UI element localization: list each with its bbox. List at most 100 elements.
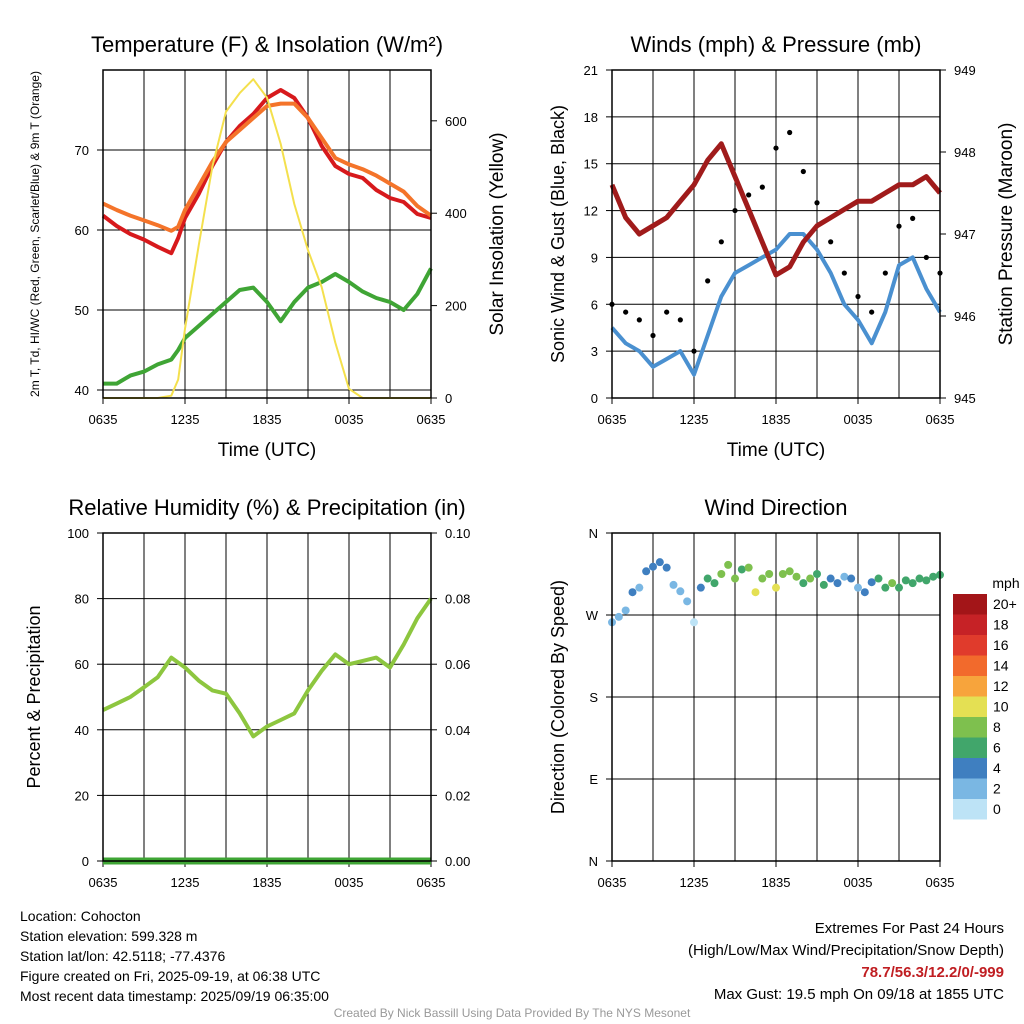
direction-point bbox=[819, 580, 828, 589]
y2-tick-label: 0.00 bbox=[445, 854, 470, 869]
legend-label: 16 bbox=[993, 637, 1009, 653]
direction-point bbox=[915, 574, 924, 583]
gust-point bbox=[855, 293, 861, 300]
legend-swatch bbox=[953, 758, 987, 779]
chart-title: Winds (mph) & Pressure (mb) bbox=[631, 32, 922, 57]
series-line bbox=[102, 597, 433, 739]
extremes-subtitle: (High/Low/Max Wind/Precipitation/Snow De… bbox=[688, 942, 1004, 959]
y-tick-label: 60 bbox=[75, 223, 89, 238]
y2-tick-label: 945 bbox=[954, 391, 976, 406]
x-axis-label: Time (UTC) bbox=[218, 440, 317, 461]
y-axis-label: Percent & Precipitation bbox=[24, 605, 44, 788]
direction-point bbox=[785, 567, 794, 576]
x-tick-label: 0635 bbox=[417, 875, 446, 890]
legend-label: 12 bbox=[993, 678, 1009, 694]
direction-point bbox=[901, 576, 910, 585]
direction-point bbox=[881, 583, 890, 592]
direction-point bbox=[724, 560, 733, 569]
direction-point bbox=[799, 579, 808, 588]
y-tick-label: 80 bbox=[75, 592, 89, 607]
gust-point bbox=[841, 270, 847, 276]
gust-point bbox=[759, 184, 765, 190]
direction-point bbox=[813, 570, 821, 578]
direction-point bbox=[847, 574, 856, 583]
gust-point bbox=[705, 278, 711, 284]
gust-point bbox=[636, 317, 642, 323]
y-tick-label: 70 bbox=[75, 143, 89, 158]
y-tick-label: 15 bbox=[584, 157, 598, 172]
direction-point bbox=[642, 567, 651, 576]
y-tick-label: 0 bbox=[591, 391, 598, 406]
station-info: Location: Cohocton Station elevation: 59… bbox=[20, 906, 329, 1006]
direction-point bbox=[744, 563, 753, 572]
gust-point bbox=[814, 200, 820, 206]
y2-axis-label: Station Pressure (Maroon) bbox=[996, 123, 1017, 346]
direction-point bbox=[833, 579, 842, 588]
chart-title: Relative Humidity (%) & Precipitation (i… bbox=[68, 495, 465, 520]
max-gust: Max Gust: 19.5 mph On 09/18 at 1855 UTC bbox=[713, 986, 1004, 1003]
y2-tick-label: 0.06 bbox=[445, 657, 470, 672]
legend-swatch bbox=[953, 614, 987, 635]
gust-point bbox=[664, 309, 670, 315]
y-tick-label: 12 bbox=[584, 204, 598, 219]
x-tick-label: 0635 bbox=[417, 412, 446, 427]
extremes-title: Extremes For Past 24 Hours bbox=[814, 920, 1004, 937]
direction-point bbox=[662, 563, 671, 572]
direction-point bbox=[683, 597, 692, 606]
y2-tick-label: 0.08 bbox=[445, 592, 470, 607]
y-tick-label: 100 bbox=[67, 526, 89, 541]
direction-point bbox=[908, 579, 917, 588]
plot-frame bbox=[102, 532, 432, 862]
y-tick-label: 3 bbox=[591, 344, 598, 359]
gust-point bbox=[650, 332, 656, 339]
direction-point bbox=[717, 570, 726, 578]
plot-frame bbox=[611, 532, 941, 862]
direction-point bbox=[628, 588, 637, 597]
station-latlon: Station lat/lon: 42.5118; -77.4376 bbox=[20, 948, 226, 964]
direction-point bbox=[792, 572, 801, 581]
direction-point bbox=[614, 612, 623, 621]
y2-tick-label: 200 bbox=[445, 299, 467, 314]
y-tick-label: W bbox=[586, 608, 599, 623]
y2-tick-label: 400 bbox=[445, 206, 467, 221]
series-line bbox=[610, 232, 942, 377]
plot-frame bbox=[102, 69, 432, 399]
direction-point bbox=[888, 579, 897, 588]
y2-axis-label: Solar Insolation (Yellow) bbox=[487, 132, 508, 335]
gust-point bbox=[691, 348, 697, 354]
y-tick-label: 18 bbox=[584, 110, 598, 125]
gust-point bbox=[800, 168, 806, 175]
y-tick-label: S bbox=[589, 690, 598, 705]
legend-swatch bbox=[953, 737, 987, 758]
legend-swatch bbox=[953, 635, 987, 656]
figure-created: Figure created on Fri, 2025-09-19, at 06… bbox=[20, 968, 321, 984]
x-tick-label: 0635 bbox=[598, 875, 627, 890]
direction-point bbox=[765, 570, 774, 578]
legend-label: 6 bbox=[993, 740, 1001, 756]
extremes-values: 78.7/56.3/12.2/0/-999 bbox=[861, 964, 1004, 981]
legend-label: 4 bbox=[993, 760, 1001, 776]
x-tick-label: 1835 bbox=[253, 412, 282, 427]
x-tick-label: 0035 bbox=[335, 412, 364, 427]
gust-point bbox=[623, 309, 629, 315]
y2-tick-label: 0.10 bbox=[445, 526, 470, 541]
y2-tick-label: 0.02 bbox=[445, 788, 470, 803]
gust-point bbox=[869, 309, 875, 315]
y-tick-label: 40 bbox=[75, 723, 89, 738]
y-tick-label: 50 bbox=[75, 303, 89, 318]
direction-point bbox=[758, 574, 767, 583]
gust-point bbox=[896, 223, 902, 229]
y2-tick-label: 0 bbox=[445, 391, 452, 406]
direction-point bbox=[895, 583, 903, 592]
x-tick-label: 0635 bbox=[89, 875, 118, 890]
series-line bbox=[102, 101, 433, 233]
series-line bbox=[103, 267, 433, 386]
y-tick-label: 40 bbox=[75, 383, 89, 398]
legend-label: 14 bbox=[993, 658, 1009, 674]
direction-point bbox=[860, 588, 869, 597]
x-tick-label: 1235 bbox=[171, 412, 200, 427]
legend-label: 20+ bbox=[993, 596, 1017, 612]
gust-point bbox=[923, 254, 929, 261]
direction-point bbox=[649, 562, 657, 571]
